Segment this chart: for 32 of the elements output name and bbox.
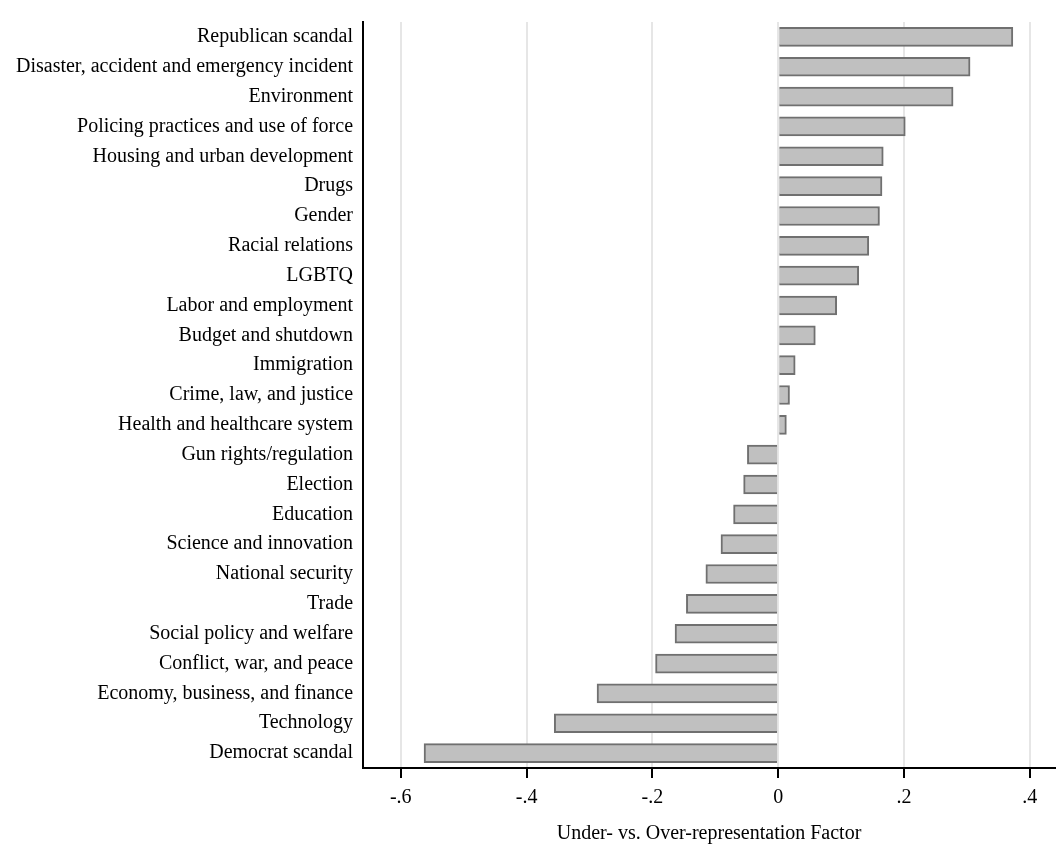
y-tick-label: Gun rights/regulation xyxy=(181,441,354,465)
y-tick-label: Labor and employment xyxy=(166,292,354,316)
x-tick-label: -.2 xyxy=(641,785,664,808)
y-tick-label: Election xyxy=(286,471,354,494)
y-tick-label: Gender xyxy=(294,203,354,226)
y-tick-label: Budget and shutdown xyxy=(178,322,354,346)
x-tick-label: -.6 xyxy=(389,785,412,808)
y-tick-label: Immigration xyxy=(253,352,354,376)
y-tick-label: Conflict, war, and peace xyxy=(158,650,354,674)
y-tick-label: Republican scandal xyxy=(196,24,354,48)
y-tick-label: Economy, business, and finance xyxy=(97,680,354,704)
y-tick-label: Housing and urban development xyxy=(92,143,354,167)
y-tick-label: Democrat scandal xyxy=(209,740,354,763)
y-tick-label: Racial relations xyxy=(228,233,354,256)
y-tick-label: Health and healthcare system xyxy=(118,412,354,436)
y-tick-label: LGBTQ xyxy=(286,262,354,285)
y-tick-label: Crime, law, and justice xyxy=(169,382,354,406)
x-tick-label: -.4 xyxy=(515,785,538,808)
x-tick-label: 0 xyxy=(773,785,784,808)
y-tick-label: Disaster, accident and emergency incident xyxy=(15,54,354,78)
y-tick-label: Education xyxy=(271,501,354,524)
y-tick-label: Technology xyxy=(258,710,354,734)
y-tick-label: Environment xyxy=(248,83,354,106)
y-tick-label: Trade xyxy=(307,591,354,614)
y-tick-label: Science and innovation xyxy=(166,531,354,554)
x-tick-label: .2 xyxy=(896,785,912,808)
y-tick-label: Drugs xyxy=(304,173,354,197)
y-tick-label: Policing practices and use of force xyxy=(77,113,354,137)
y-tick-label: Social policy and welfare xyxy=(149,620,354,644)
x-tick-label: .4 xyxy=(1022,785,1038,808)
y-tick-label: National security xyxy=(215,561,354,585)
x-axis-title: Under- vs. Over-representation Factor xyxy=(556,821,862,845)
